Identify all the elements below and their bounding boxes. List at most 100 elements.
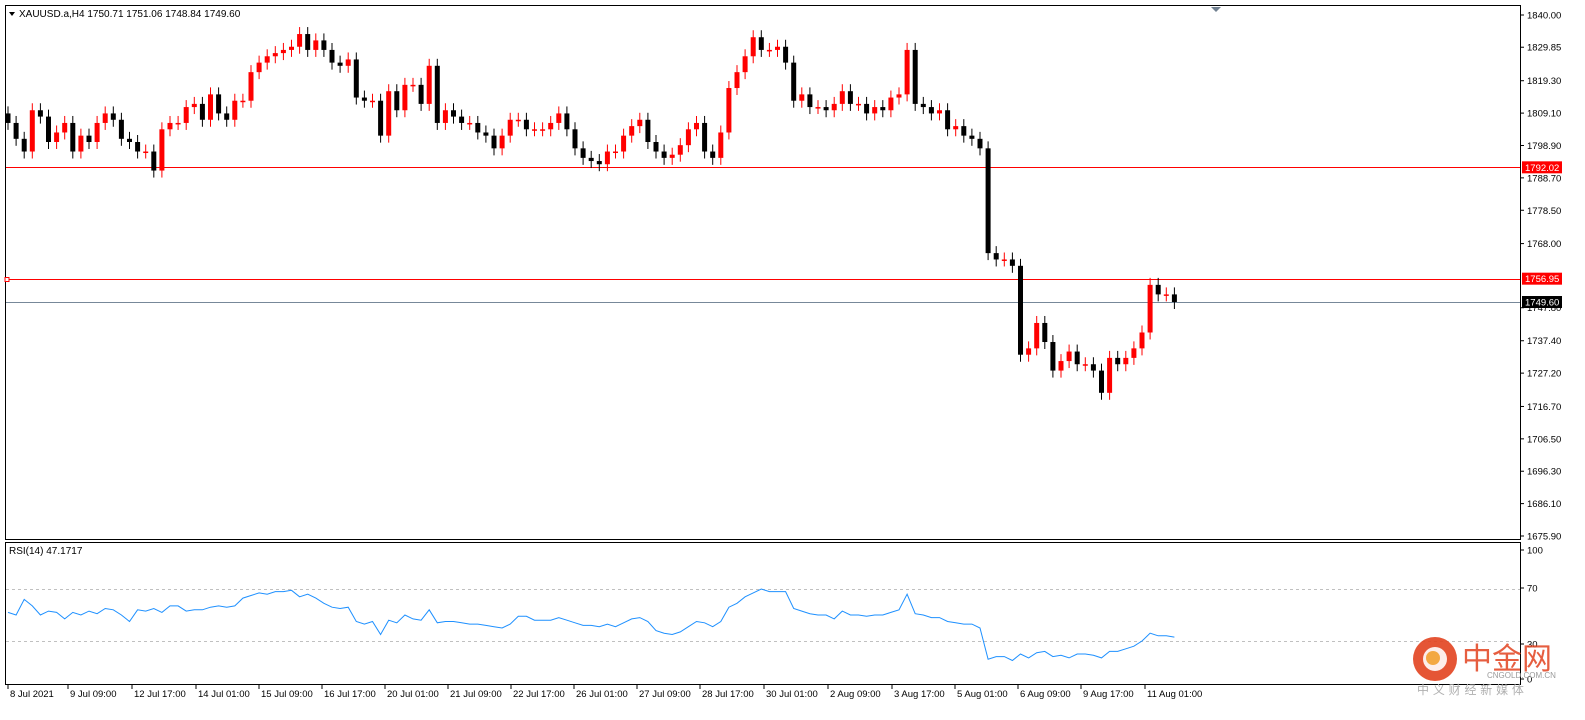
- candle-body: [1018, 265, 1023, 355]
- candle-body: [993, 253, 999, 260]
- candle-body: [378, 100, 384, 136]
- level-1-label: 1792.02: [1525, 163, 1559, 174]
- time-tick-label: 12 Jul 17:00: [134, 689, 186, 700]
- candle-body: [847, 91, 853, 104]
- candle-body: [386, 91, 392, 136]
- candle-body: [46, 116, 51, 142]
- candle-body: [305, 34, 311, 50]
- watermark-slogan: 中 义 财 经 新 媒 体: [1417, 682, 1524, 697]
- rsi-panel[interactable]: [5, 542, 1521, 685]
- time-tick-label: 3 Aug 17:00: [894, 689, 945, 700]
- level-handle[interactable]: [4, 277, 10, 282]
- candle-body: [677, 145, 683, 155]
- candle-body: [775, 46, 780, 50]
- candle-body: [151, 151, 157, 171]
- time-tick-label: 26 Jul 01:00: [576, 689, 628, 700]
- candle-body: [240, 100, 246, 103]
- candle-body: [442, 110, 448, 123]
- candle-body: [629, 126, 635, 136]
- time-tick-label: 14 Jul 01:00: [198, 689, 250, 700]
- candle-body: [143, 151, 149, 154]
- price-axis[interactable]: 1840.00 1829.85 1819.30 1809.10 1798.90 1788.…: [1520, 11, 1562, 543]
- time-tick-label: 11 Aug 01:00: [1147, 689, 1202, 700]
- dropdown-arrow-icon[interactable]: [9, 12, 15, 16]
- candle-body: [491, 135, 497, 149]
- candlesticks: [5, 27, 1177, 400]
- candle-body: [823, 107, 829, 111]
- candle-body: [515, 119, 521, 122]
- candle-body: [937, 110, 942, 114]
- price-tick-label: 1809.10: [1527, 109, 1561, 120]
- candle-body: [621, 135, 627, 152]
- candle-body: [1099, 370, 1104, 393]
- bid-price-label: 1749.60: [1525, 298, 1559, 309]
- rsi-tick-label: 0: [1527, 675, 1532, 686]
- price-tick-label: 1778.50: [1527, 206, 1561, 217]
- rsi-indicator: [6, 588, 1520, 662]
- symbol-header: XAUUSD.a,H4 1750.71 1751.06 1748.84 1749…: [19, 9, 241, 20]
- candle-body: [548, 122, 554, 130]
- price-tick-label: 1675.90: [1527, 532, 1561, 543]
- candle-body: [54, 132, 60, 142]
- price-tick-label: 1840.00: [1527, 11, 1561, 22]
- candle-body: [888, 97, 894, 111]
- candle-body: [540, 129, 546, 131]
- candle-body: [669, 154, 675, 158]
- candle-body: [1107, 357, 1113, 393]
- candle-body: [815, 107, 821, 109]
- candle-body: [1001, 259, 1007, 261]
- candle-body: [127, 138, 132, 142]
- candle-body: [21, 138, 27, 152]
- candle-body: [604, 151, 610, 165]
- candle-body: [1171, 294, 1177, 303]
- candle-body: [1050, 342, 1056, 371]
- candle-body: [1139, 332, 1145, 349]
- candle-body: [272, 53, 278, 57]
- price-tick-label: 1716.70: [1527, 402, 1561, 413]
- candle-body: [1074, 351, 1080, 365]
- candle-body: [216, 94, 222, 114]
- time-axis[interactable]: 8 Jul 2021 9 Jul 09:00 12 Jul 17:00 14 Jul …: [7, 684, 1202, 700]
- chart-shift-marker[interactable]: [1211, 7, 1221, 12]
- candle-body: [507, 119, 513, 136]
- level-2-tag: [1522, 272, 1562, 285]
- candle-body: [928, 107, 934, 114]
- time-tick-label: 30 Jul 01:00: [766, 689, 818, 700]
- candle-body: [783, 46, 789, 63]
- price-panel[interactable]: [5, 5, 1521, 540]
- candle-body: [807, 94, 813, 108]
- candle-body: [872, 107, 878, 114]
- candle-body: [1026, 348, 1032, 355]
- price-tick-label: 1798.90: [1527, 141, 1561, 152]
- candle-body: [337, 62, 343, 66]
- candle-body: [1009, 259, 1015, 266]
- candle-body: [588, 157, 594, 162]
- candle-body: [1123, 357, 1129, 365]
- bid-price-tag: [1522, 296, 1562, 309]
- candle-body: [839, 91, 845, 104]
- rsi-header: RSI(14) 47.1717: [9, 546, 83, 557]
- time-tick-label: 22 Jul 17:00: [513, 689, 565, 700]
- candle-body: [653, 141, 659, 152]
- candle-body: [78, 135, 84, 152]
- candle-body: [1058, 361, 1064, 371]
- candle-body: [280, 49, 286, 54]
- candle-body: [1131, 348, 1137, 358]
- time-tick-label: 27 Jul 09:00: [639, 689, 691, 700]
- candle-body: [499, 135, 505, 149]
- candle-body: [135, 141, 141, 152]
- rsi-axis[interactable]: 100 70 30 0: [1520, 546, 1543, 686]
- rsi-tick-label: 30: [1527, 640, 1538, 651]
- candle-body: [370, 100, 375, 103]
- candle-body: [353, 59, 359, 98]
- candle-body: [1147, 284, 1153, 333]
- candle-body: [264, 56, 270, 63]
- watermark-url: CNGOLD.COM.CN: [1487, 671, 1556, 680]
- candle-body: [475, 122, 481, 133]
- candle-body: [37, 110, 43, 117]
- candle-body: [321, 40, 327, 50]
- candle-body: [961, 126, 967, 136]
- price-tick-label: 1747.80: [1527, 303, 1561, 314]
